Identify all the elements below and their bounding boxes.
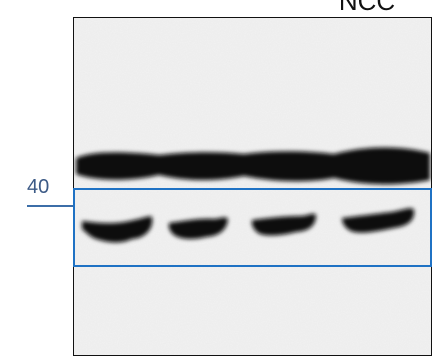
upper-band — [76, 147, 430, 185]
blot-title: NCC — [338, 0, 396, 16]
lane-4-band — [342, 208, 415, 233]
lane-2-band — [168, 217, 228, 240]
blot-svg — [74, 18, 431, 355]
lower-band — [82, 208, 415, 243]
lane-3-band — [251, 213, 316, 236]
lane-1-band — [82, 216, 153, 243]
blot-texture — [74, 18, 431, 355]
western-blot-image — [73, 17, 432, 356]
band-highlight-box — [73, 188, 432, 267]
molecular-weight-label: 40 — [27, 176, 50, 198]
molecular-weight-tick — [27, 205, 75, 207]
